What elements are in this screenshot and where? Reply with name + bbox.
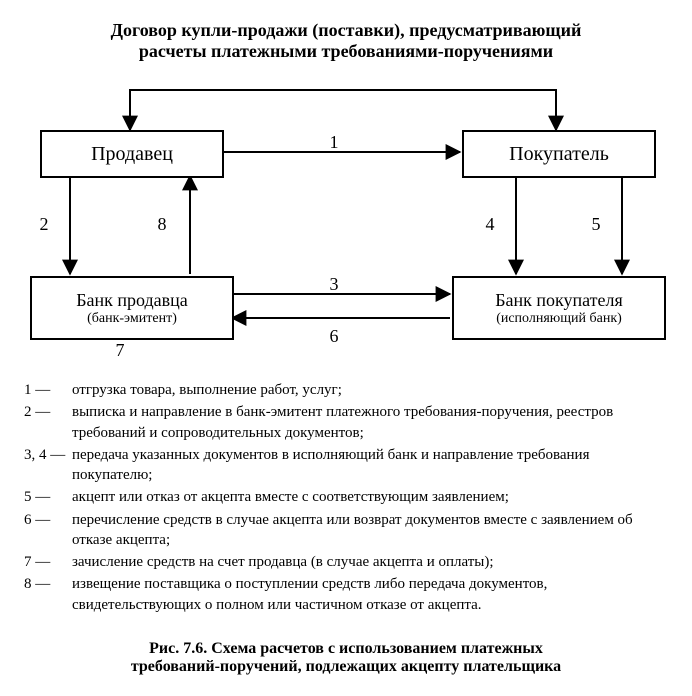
edge-contract	[130, 90, 556, 130]
legend-text-6: извещение поставщика о поступлении средс…	[72, 574, 668, 615]
node-seller-bank: Банк продавца (банк-эмитент)	[30, 276, 234, 340]
node-seller-bank-label: Банк продавца	[76, 290, 188, 311]
legend-text-5: зачисление средств на счет продавца (в с…	[72, 552, 494, 572]
legend-row-5: 7 —зачисление средств на счет продавца (…	[24, 552, 668, 572]
edge-label-e1: 1	[324, 132, 344, 153]
legend-row-2: 3, 4 —передача указанных документов в ис…	[24, 445, 668, 486]
legend-num-0: 1 —	[24, 380, 72, 400]
figure-caption: Рис. 7.6. Схема расчетов с использование…	[80, 640, 612, 676]
edge-label-e2: 2	[34, 214, 54, 235]
legend-row-0: 1 —отгрузка товара, выполнение работ, ус…	[24, 380, 668, 400]
node-buyer-bank: Банк покупателя (исполняющий банк)	[452, 276, 666, 340]
legend-num-4: 6 —	[24, 510, 72, 551]
node-buyer-label: Покупатель	[509, 143, 609, 166]
legend-num-5: 7 —	[24, 552, 72, 572]
legend-row-3: 5 —акцепт или отказ от акцепта вместе с …	[24, 487, 668, 507]
edge-label-e8: 8	[152, 214, 172, 235]
node-buyer-bank-sublabel: (исполняющий банк)	[496, 311, 622, 327]
legend-num-6: 8 —	[24, 574, 72, 615]
legend-row-4: 6 —перечисление средств в случае акцепта…	[24, 510, 668, 551]
node-seller-label: Продавец	[91, 143, 173, 166]
node-seller-bank-sublabel: (банк-эмитент)	[87, 311, 177, 327]
edge-label-e4: 4	[480, 214, 500, 235]
legend-text-1: выписка и направление в банк-эмитент пла…	[72, 402, 668, 443]
caption-line1: Рис. 7.6. Схема расчетов с использование…	[149, 640, 543, 657]
legend-row-6: 8 —извещение поставщика о поступлении ср…	[24, 574, 668, 615]
legend-num-1: 2 —	[24, 402, 72, 443]
legend-num-3: 5 —	[24, 487, 72, 507]
edge-label-e3: 3	[324, 274, 344, 295]
legend-text-3: акцепт или отказ от акцепта вместе с соо…	[72, 487, 509, 507]
edge-label-e7: 7	[110, 340, 130, 361]
legend: 1 —отгрузка товара, выполнение работ, ус…	[24, 380, 668, 617]
legend-row-1: 2 —выписка и направление в банк-эмитент …	[24, 402, 668, 443]
legend-text-0: отгрузка товара, выполнение работ, услуг…	[72, 380, 342, 400]
node-buyer: Покупатель	[462, 130, 656, 178]
node-seller: Продавец	[40, 130, 224, 178]
legend-text-2: передача указанных документов в исполняю…	[72, 445, 668, 486]
legend-num-2: 3, 4 —	[24, 445, 72, 486]
edge-label-e6: 6	[324, 326, 344, 347]
edge-label-e5: 5	[586, 214, 606, 235]
node-buyer-bank-label: Банк покупателя	[495, 290, 623, 311]
caption-line2: требований-поручений, подлежащих акцепту…	[131, 658, 561, 675]
legend-text-4: перечисление средств в случае акцепта ил…	[72, 510, 668, 551]
